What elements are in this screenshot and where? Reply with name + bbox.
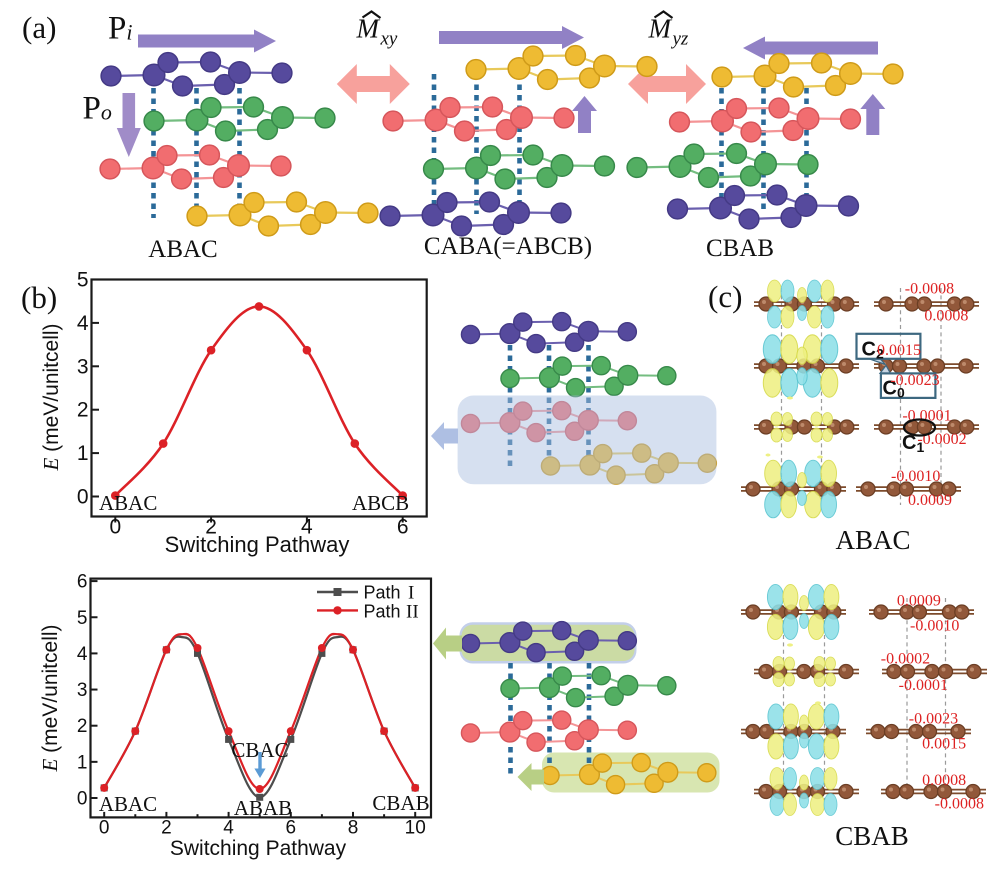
svg-text:-0.0023: -0.0023 [909, 711, 958, 728]
svg-text:3: 3 [77, 680, 88, 701]
svg-text:-0.0008: -0.0008 [905, 281, 954, 298]
svg-text:I: I [408, 582, 414, 603]
svg-text:(c): (c) [708, 279, 742, 314]
svg-text:II: II [406, 602, 419, 623]
svg-text:6: 6 [397, 516, 409, 539]
svg-text:-0.0001: -0.0001 [899, 677, 948, 694]
svg-text:ABAC: ABAC [99, 491, 157, 515]
svg-text:2: 2 [77, 716, 88, 737]
svg-text:E (meV/unitcell): E (meV/unitcell) [38, 624, 62, 772]
svg-text:-0.0002: -0.0002 [881, 651, 930, 668]
svg-text:0: 0 [109, 516, 121, 539]
svg-text:ABCB: ABCB [352, 491, 409, 515]
svg-text:-0.0023: -0.0023 [890, 372, 939, 389]
svg-text:Po: Po [83, 91, 112, 127]
svg-text:0.0015: 0.0015 [922, 736, 966, 753]
svg-text:1: 1 [77, 752, 88, 773]
svg-text:4: 4 [301, 516, 313, 539]
svg-text:5: 5 [77, 608, 88, 629]
svg-text:xy: xy [380, 29, 398, 50]
svg-text:5: 5 [77, 269, 89, 292]
svg-text:4: 4 [223, 817, 234, 838]
svg-text:Switching Pathway: Switching Pathway [170, 837, 347, 860]
svg-text:-0.0010: -0.0010 [891, 468, 940, 485]
svg-text:6: 6 [286, 817, 297, 838]
svg-text:8: 8 [348, 817, 359, 838]
svg-text:Path: Path [364, 602, 401, 622]
svg-text:2: 2 [161, 817, 172, 838]
svg-text:M: M [648, 14, 673, 44]
svg-text:0: 0 [77, 789, 88, 810]
svg-text:Pi: Pi [108, 11, 132, 47]
svg-text:ABAC: ABAC [148, 236, 217, 263]
svg-text:ABAC: ABAC [99, 792, 157, 816]
svg-text:4: 4 [77, 644, 88, 665]
svg-text:ABAB: ABAB [234, 796, 292, 820]
svg-text:2: 2 [205, 516, 217, 539]
svg-text:(a): (a) [22, 10, 56, 45]
svg-text:(b): (b) [21, 280, 57, 315]
svg-text:0.0009: 0.0009 [897, 593, 941, 610]
svg-text:ABAC: ABAC [835, 525, 910, 555]
svg-text:CBAB: CBAB [835, 821, 909, 851]
svg-text:4: 4 [77, 312, 89, 335]
svg-text:-0.0010: -0.0010 [910, 617, 959, 634]
svg-text:0.0015: 0.0015 [877, 342, 921, 359]
svg-text:-0.0008: -0.0008 [935, 795, 984, 812]
svg-text:E (meV/unitcell): E (meV/unitcell) [39, 323, 63, 471]
svg-text:CBAB: CBAB [372, 791, 429, 815]
svg-text:M: M [356, 14, 381, 44]
svg-text:1: 1 [77, 442, 89, 465]
svg-text:3: 3 [77, 355, 89, 378]
svg-text:6: 6 [77, 572, 88, 593]
svg-text:2: 2 [77, 399, 89, 422]
svg-text:Path: Path [364, 582, 401, 602]
svg-text:Switching Pathway: Switching Pathway [165, 532, 350, 557]
svg-text:CBAB: CBAB [706, 235, 774, 262]
svg-text:0.0008: 0.0008 [922, 772, 966, 789]
svg-text:-0.0002: -0.0002 [917, 431, 966, 448]
svg-text:10: 10 [405, 817, 426, 838]
svg-text:yz: yz [671, 29, 689, 50]
svg-text:0: 0 [77, 486, 89, 509]
svg-text:0.0008: 0.0008 [924, 308, 968, 325]
svg-text:0.0009: 0.0009 [908, 492, 952, 509]
svg-text:CABA(=ABCB): CABA(=ABCB) [424, 233, 592, 260]
svg-text:0: 0 [99, 817, 110, 838]
